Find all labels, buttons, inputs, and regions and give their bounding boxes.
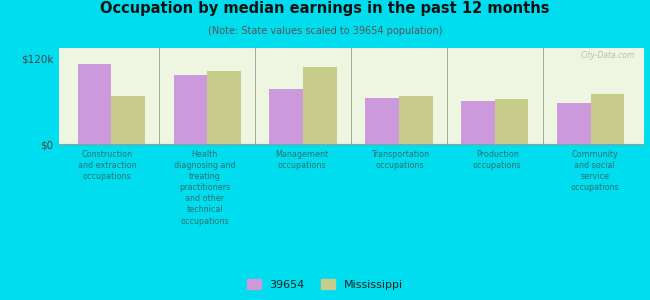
- Text: Health
diagnosing and
treating
practitioners
and other
technical
occupations: Health diagnosing and treating practitio…: [174, 150, 235, 226]
- Bar: [557, 103, 591, 144]
- Bar: [111, 96, 145, 144]
- Bar: [303, 67, 337, 144]
- Text: Production
occupations: Production occupations: [473, 150, 521, 170]
- Bar: [399, 96, 432, 144]
- Bar: [207, 71, 240, 144]
- Bar: [495, 99, 528, 144]
- Legend: 39654, Mississippi: 39654, Mississippi: [243, 275, 407, 294]
- Bar: [174, 75, 207, 144]
- Text: Management
occupations: Management occupations: [276, 150, 329, 170]
- Text: Construction
and extraction
occupations: Construction and extraction occupations: [78, 150, 136, 181]
- Bar: [365, 98, 399, 144]
- Bar: [462, 101, 495, 144]
- Text: Transportation
occupations: Transportation occupations: [370, 150, 429, 170]
- Text: Occupation by median earnings in the past 12 months: Occupation by median earnings in the pas…: [100, 2, 550, 16]
- Text: Community
and social
service
occupations: Community and social service occupations: [571, 150, 619, 192]
- Text: (Note: State values scaled to 39654 population): (Note: State values scaled to 39654 popu…: [208, 26, 442, 35]
- Bar: [78, 64, 111, 144]
- Bar: [591, 94, 624, 144]
- Bar: [270, 88, 303, 144]
- Text: City-Data.com: City-Data.com: [580, 51, 634, 60]
